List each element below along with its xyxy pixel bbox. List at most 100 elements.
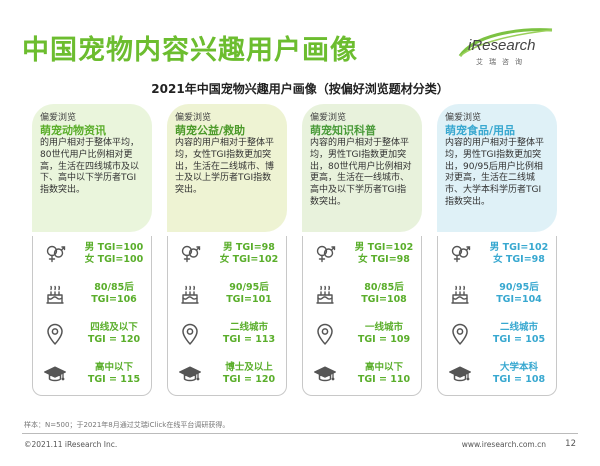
card-description: 内容的用户相对于整体平均，男性TGI指数更加突出，90/95后用户比例相对更高，… [445,138,545,207]
stats-panel-4: 男 TGI=102 女 TGI=98 90/95后 TGI=104 二线城市 TGI … [437,236,557,396]
location-pin-icon [313,322,337,346]
location-pin-icon [178,322,202,346]
gender-icon [313,242,337,266]
city-value: 四线及以下 TGI = 120 [77,322,151,346]
card-pet-food: 偏爱浏览 萌宠食品/用品 内容的用户相对于整体平均，男性TGI指数更加突出，90… [437,104,557,232]
age-row: 90/95后 TGI=101 [168,278,288,314]
card-title: 萌宠动物资讯 [40,124,106,137]
sample-note: 样本：N=500；于2021年8月通过艾瑞iClick在线平台调研获得。 [24,421,230,429]
education-level: 高中以下 [364,362,403,373]
graduation-cap-icon [448,362,472,386]
age-tgi: TGI=106 [91,294,137,305]
logo-swoosh-icon [458,28,553,57]
education-value: 博士及以上 TGI = 120 [212,362,286,386]
age-row: 90/95后 TGI=104 [438,278,558,314]
city-value: 一线城市 TGI = 109 [347,322,421,346]
female-tgi: 女 TGI=98 [493,254,545,265]
card-title: 萌宠知识科普 [310,124,376,137]
male-tgi: 男 TGI=102 [354,242,414,253]
stats-panel-1: 男 TGI=100 女 TGI=100 80/85后 TGI=106 四线及以下 TG… [32,236,152,396]
education-row: 高中以下 TGI = 115 [33,358,153,394]
education-value: 高中以下 TGI = 115 [77,362,151,386]
card-title: 萌宠公益/救助 [175,124,246,137]
education-row: 大学本科 TGI = 108 [438,358,558,394]
education-tgi: TGI = 120 [222,374,276,385]
card-title: 萌宠食品/用品 [445,124,516,137]
card-kicker: 偏爱浏览 [40,113,77,123]
age-group: 80/85后 [364,282,404,293]
gender-value: 男 TGI=98 女 TGI=102 [212,242,286,266]
male-tgi: 男 TGI=98 [223,242,275,253]
footer-divider [22,433,578,434]
male-tgi: 男 TGI=102 [489,242,549,253]
age-row: 80/85后 TGI=108 [303,278,423,314]
age-group: 80/85后 [94,282,134,293]
city-row: 二线城市 TGI = 113 [168,318,288,354]
gender-value: 男 TGI=100 女 TGI=100 [77,242,151,266]
gender-row: 男 TGI=102 女 TGI=98 [303,238,423,274]
education-level: 大学本科 [499,362,538,373]
age-value: 80/85后 TGI=108 [347,282,421,306]
gender-row: 男 TGI=98 女 TGI=102 [168,238,288,274]
city-tgi: TGI = 113 [222,334,276,345]
age-value: 90/95后 TGI=101 [212,282,286,306]
age-tgi: TGI=108 [361,294,407,305]
birthday-cake-icon [178,282,202,306]
card-kicker: 偏爱浏览 [445,113,482,123]
gender-icon [178,242,202,266]
female-tgi: 女 TGI=102 [219,254,279,265]
graduation-cap-icon [43,362,67,386]
age-row: 80/85后 TGI=106 [33,278,153,314]
age-group: 90/95后 [229,282,269,293]
chart-subtitle: 2021年中国宠物兴趣用户画像（按偏好浏览题材分类） [151,82,449,96]
age-group: 90/95后 [499,282,539,293]
location-pin-icon [43,322,67,346]
gender-icon [43,242,67,266]
city-value: 二线城市 TGI = 105 [482,322,556,346]
age-tgi: TGI=104 [496,294,542,305]
city-row: 二线城市 TGI = 105 [438,318,558,354]
education-level: 博士及以上 [225,362,273,373]
city-tier: 二线城市 [229,322,268,333]
city-tgi: TGI = 120 [87,334,141,345]
education-tgi: TGI = 108 [492,374,546,385]
card-kicker: 偏爱浏览 [310,113,347,123]
education-tgi: TGI = 110 [357,374,411,385]
education-value: 高中以下 TGI = 110 [347,362,421,386]
birthday-cake-icon [313,282,337,306]
card-description: 的用户相对于整体平均，80世代用户比例相对更高，生活在四线城市及以下、高中以下学… [40,138,140,196]
male-tgi: 男 TGI=100 [84,242,144,253]
graduation-cap-icon [313,362,337,386]
logo-subtext: 艾瑞咨询 [476,58,528,66]
birthday-cake-icon [43,282,67,306]
location-pin-icon [448,322,472,346]
gender-row: 男 TGI=100 女 TGI=100 [33,238,153,274]
female-tgi: 女 TGI=98 [358,254,410,265]
website-link[interactable]: www.iresearch.com.cn [461,440,546,449]
page-title: 中国宠物内容兴趣用户画像 [22,35,358,66]
card-description: 内容的用户相对于整体平均，女性TGI指数更加突出，生活在二线城市、博士及以上学历… [175,138,275,196]
education-value: 大学本科 TGI = 108 [482,362,556,386]
education-tgi: TGI = 115 [87,374,141,385]
gender-value: 男 TGI=102 女 TGI=98 [347,242,421,266]
city-tier: 一线城市 [364,322,403,333]
education-row: 博士及以上 TGI = 120 [168,358,288,394]
education-row: 高中以下 TGI = 110 [303,358,423,394]
education-level: 高中以下 [94,362,133,373]
city-value: 二线城市 TGI = 113 [212,322,286,346]
city-tgi: TGI = 105 [492,334,546,345]
logo-text: iResearch [468,37,536,54]
page-number: 12 [565,439,576,449]
gender-value: 男 TGI=102 女 TGI=98 [482,242,556,266]
copyright: ©2021.11 iResearch Inc. [24,440,118,449]
age-value: 80/85后 TGI=106 [77,282,151,306]
stats-panel-2: 男 TGI=98 女 TGI=102 90/95后 TGI=101 二线城市 TGI … [167,236,287,396]
city-tier: 二线城市 [499,322,538,333]
graduation-cap-icon [178,362,202,386]
card-kicker: 偏爱浏览 [175,113,212,123]
card-pet-science: 偏爱浏览 萌宠知识科普 内容的用户相对于整体平均，男性TGI指数更加突出，80世… [302,104,422,232]
city-row: 四线及以下 TGI = 120 [33,318,153,354]
stats-panel-3: 男 TGI=102 女 TGI=98 80/85后 TGI=108 一线城市 TGI … [302,236,422,396]
female-tgi: 女 TGI=100 [84,254,144,265]
city-row: 一线城市 TGI = 109 [303,318,423,354]
